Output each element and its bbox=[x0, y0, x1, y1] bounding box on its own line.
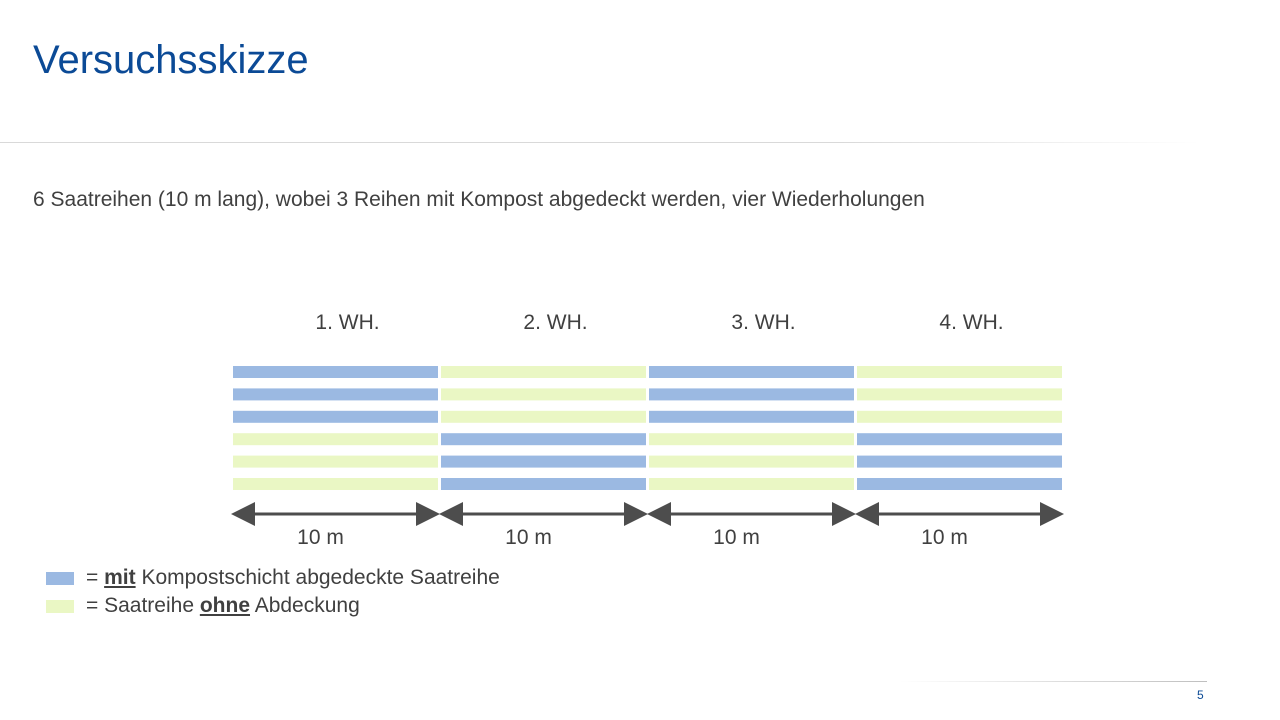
seed-row-covered-3-1 bbox=[649, 366, 854, 378]
seed-row-uncovered-3-6 bbox=[649, 478, 854, 490]
length-label-1: 10 m bbox=[297, 526, 344, 549]
page-number: 5 bbox=[1197, 688, 1204, 702]
legend-uncovered-emphasis: ohne bbox=[199, 594, 251, 617]
seed-row-covered-1-1 bbox=[233, 366, 438, 378]
length-label-2: 10 m bbox=[505, 526, 552, 549]
block-label-1: 1. WH. bbox=[315, 311, 379, 334]
seed-row-uncovered-1-4 bbox=[233, 433, 438, 446]
seed-row-uncovered-2-2 bbox=[441, 388, 646, 401]
seed-row-uncovered-3-5 bbox=[649, 455, 854, 468]
legend-item-uncovered: = Saatreihe ohne Abdeckung bbox=[46, 592, 500, 620]
seed-row-uncovered-3-4 bbox=[649, 433, 854, 446]
title-divider bbox=[0, 142, 1200, 143]
seed-row-covered-2-5 bbox=[441, 455, 646, 468]
footer-divider bbox=[900, 681, 1207, 682]
legend-uncovered-suffix: Abdeckung bbox=[250, 594, 360, 617]
seed-row-covered-1-2 bbox=[233, 388, 438, 401]
legend-uncovered-prefix: = Saatreihe bbox=[86, 594, 200, 617]
length-label-3: 10 m bbox=[713, 526, 760, 549]
length-label-4: 10 m bbox=[921, 526, 968, 549]
seed-row-covered-4-6 bbox=[857, 478, 1062, 490]
seed-row-covered-1-3 bbox=[233, 410, 438, 423]
seed-row-covered-2-4 bbox=[441, 433, 646, 446]
legend-covered-prefix: = bbox=[86, 566, 105, 589]
legend-swatch-uncovered bbox=[46, 599, 74, 613]
seed-row-uncovered-4-1 bbox=[857, 366, 1062, 378]
legend-swatch-covered bbox=[46, 571, 74, 585]
seed-row-covered-4-4 bbox=[857, 433, 1062, 446]
legend-item-covered: = mit Kompostschicht abgedeckte Saatreih… bbox=[46, 564, 500, 592]
seed-row-uncovered-4-2 bbox=[857, 388, 1062, 401]
seed-row-covered-3-2 bbox=[649, 388, 854, 401]
legend-covered-emphasis: mit bbox=[104, 566, 136, 589]
block-label-4: 4. WH. bbox=[939, 311, 1003, 334]
block-label-3: 3. WH. bbox=[731, 311, 795, 334]
slide-title: Versuchsskizze bbox=[33, 38, 309, 82]
slide-subtitle: 6 Saatreihen (10 m lang), wobei 3 Reihen… bbox=[33, 188, 925, 211]
legend-label-uncovered: = Saatreihe ohne Abdeckung bbox=[86, 594, 360, 618]
seed-row-covered-4-5 bbox=[857, 455, 1062, 468]
seed-row-covered-3-3 bbox=[649, 410, 854, 423]
seed-row-covered-2-6 bbox=[441, 478, 646, 490]
block-label-2: 2. WH. bbox=[523, 311, 587, 334]
legend: = mit Kompostschicht abgedeckte Saatreih… bbox=[46, 564, 500, 620]
legend-covered-suffix: Kompostschicht abgedeckte Saatreihe bbox=[135, 566, 500, 589]
seed-row-uncovered-4-3 bbox=[857, 410, 1062, 423]
seed-row-uncovered-2-3 bbox=[441, 410, 646, 423]
legend-label-covered: = mit Kompostschicht abgedeckte Saatreih… bbox=[86, 566, 500, 590]
seed-row-uncovered-1-6 bbox=[233, 478, 438, 490]
seed-row-uncovered-1-5 bbox=[233, 455, 438, 468]
seed-row-uncovered-2-1 bbox=[441, 366, 646, 378]
